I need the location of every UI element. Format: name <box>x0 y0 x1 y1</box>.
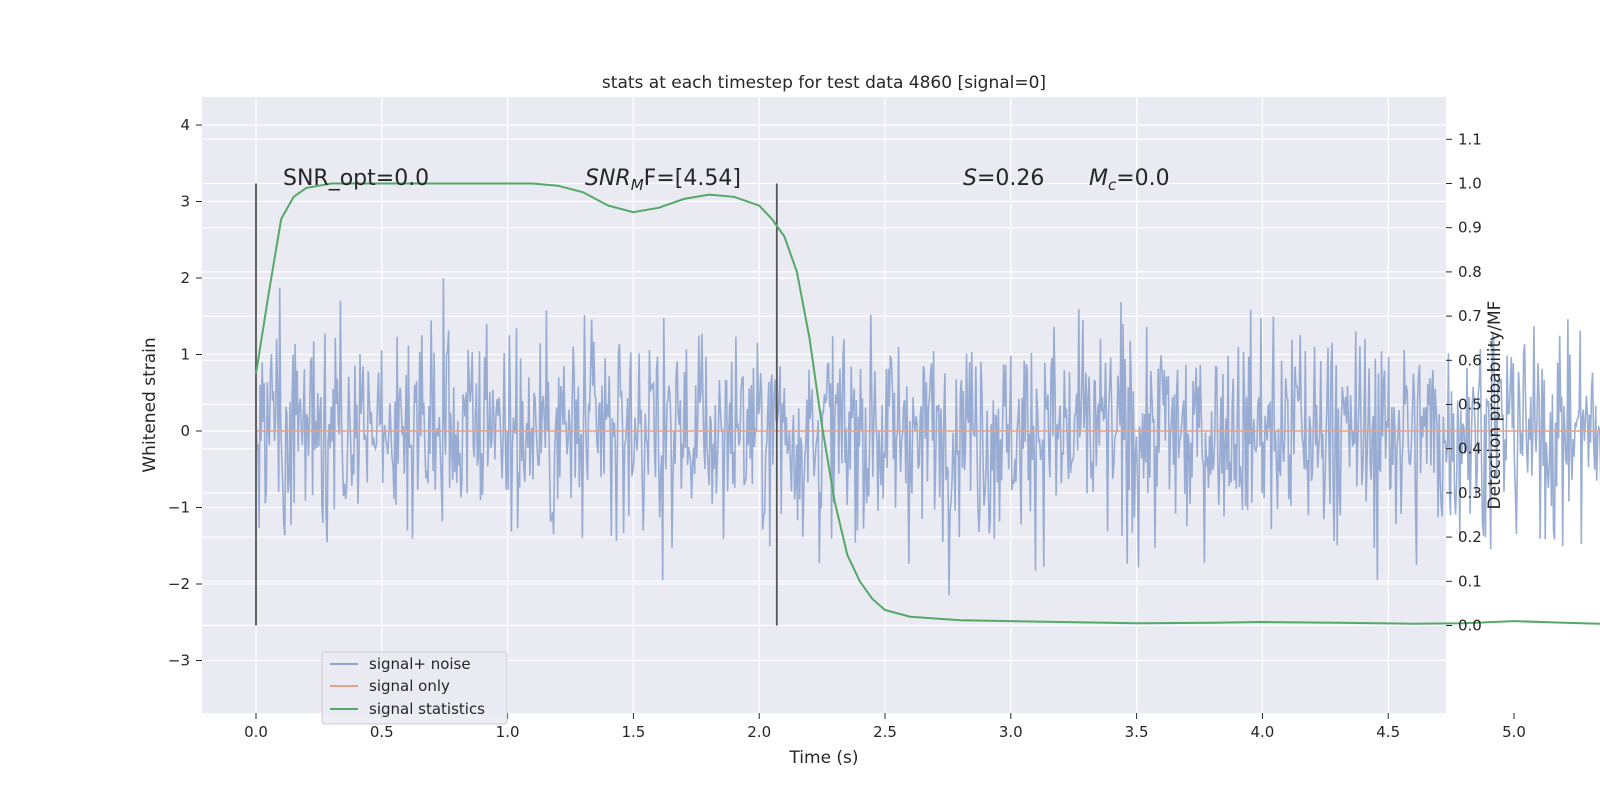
annotation-mc-value: =0.0 <box>1116 166 1169 191</box>
y-tick-label: 3 <box>180 193 190 211</box>
annotation-snr-mf: SNRMF=[4.54] <box>585 166 741 194</box>
y-tick-label: −3 <box>168 652 190 670</box>
x-tick-label: 1.0 <box>496 723 520 741</box>
annotation-mc: Mc=0.0 <box>1089 166 1170 194</box>
y-tick-label: 4 <box>180 116 190 134</box>
legend-label-signal-noise: signal+ noise <box>369 655 471 673</box>
x-tick-label: 2.5 <box>873 723 897 741</box>
y-right-tick-label: 0.6 <box>1458 351 1482 369</box>
legend: signal+ noise signal only signal statist… <box>321 651 508 725</box>
annotation-snr-mf-suffix: F=[4.54] <box>644 166 741 191</box>
y-right-tick-label: 0.9 <box>1458 219 1482 237</box>
x-tick-label: 0.0 <box>244 723 268 741</box>
x-tick-label: 2.0 <box>747 723 771 741</box>
y-right-tick-label: 0.0 <box>1458 617 1482 635</box>
annotation-snr-mf-prefix: SNR <box>585 166 631 191</box>
annotation-mc-sub: c <box>1108 176 1117 194</box>
y-right-tick-label: 0.8 <box>1458 263 1482 281</box>
x-tick-label: 4.5 <box>1376 723 1400 741</box>
y-right-tick-label: 0.4 <box>1458 440 1482 458</box>
annotation-s-value: =0.26 <box>977 166 1044 191</box>
annotation-s-symbol: S <box>963 166 977 191</box>
y-right-tick-label: 0.7 <box>1458 307 1482 325</box>
annotation-snr-mf-sub: M <box>631 176 644 194</box>
series-signal-statistics-line <box>255 182 1600 625</box>
chart-title: stats at each timestep for test data 486… <box>602 73 1046 93</box>
y-right-tick-label: 1.1 <box>1458 130 1482 148</box>
x-tick-label: 5.0 <box>1502 723 1526 741</box>
x-tick-label: 3.0 <box>999 723 1023 741</box>
legend-label-signal-only: signal only <box>369 677 450 695</box>
y-right-tick-label: 1.0 <box>1458 175 1482 193</box>
ticks-group: 0.00.51.01.52.02.53.03.54.04.55.05.56.06… <box>168 116 1526 741</box>
y-tick-label: 2 <box>180 269 190 287</box>
y-right-tick-label: 0.2 <box>1458 528 1482 546</box>
y-axis-label: Whitened strain <box>140 337 160 472</box>
annotation-snr-opt: SNR_opt=0.0 <box>283 166 429 191</box>
legend-box <box>321 651 508 725</box>
y-right-tick-label: 0.5 <box>1458 396 1482 414</box>
x-axis-label: Time (s) <box>788 748 858 768</box>
y-axis-label-right: Detection probability/MF <box>1485 301 1505 510</box>
y-tick-label: −2 <box>168 575 190 593</box>
y-tick-label: 1 <box>180 346 190 364</box>
noise-series-group <box>255 278 1600 596</box>
y-tick-label: 0 <box>180 422 190 440</box>
legend-label-signal-statistics: signal statistics <box>369 700 485 718</box>
y-tick-label: −1 <box>168 499 190 517</box>
x-tick-label: 0.5 <box>370 723 394 741</box>
x-tick-label: 4.0 <box>1250 723 1274 741</box>
series-signal-noise-line <box>255 278 1600 596</box>
x-tick-label: 1.5 <box>621 723 645 741</box>
lines-group <box>255 182 1600 626</box>
y-right-tick-label: 0.3 <box>1458 484 1482 502</box>
y-right-tick-label: 0.1 <box>1458 572 1482 590</box>
x-tick-label: 3.5 <box>1125 723 1149 741</box>
annotation-s: S=0.26 <box>963 166 1044 191</box>
annotation-mc-symbol: M <box>1089 166 1108 191</box>
